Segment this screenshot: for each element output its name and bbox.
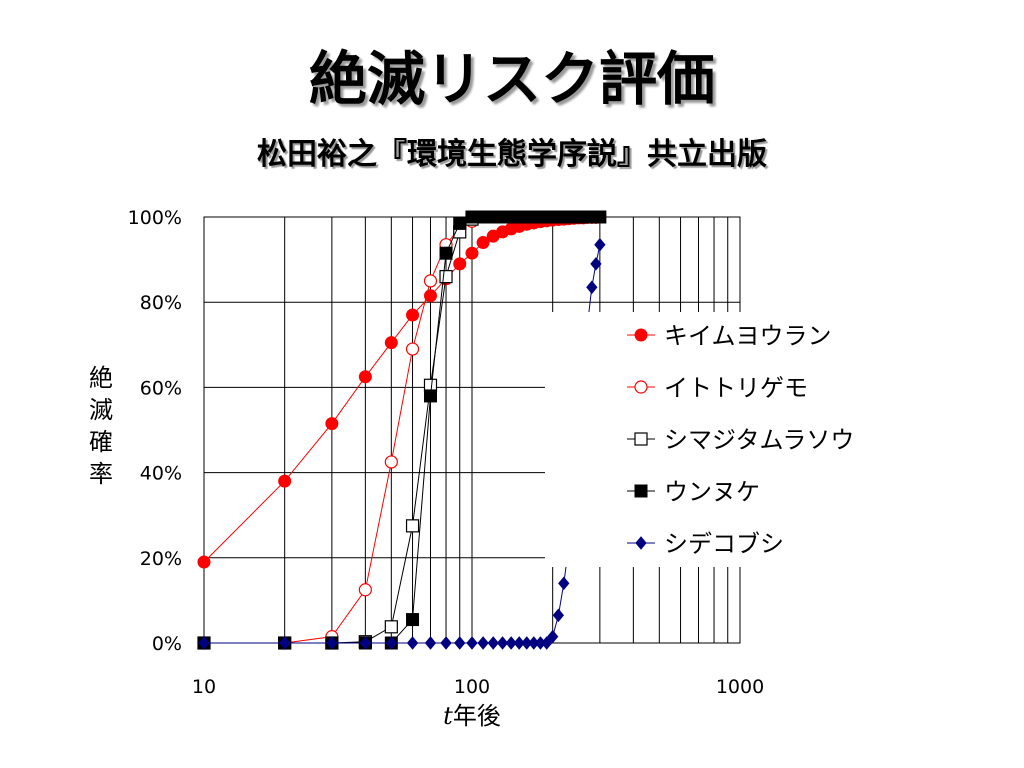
data-point [326, 636, 338, 650]
legend-label: シデコブシ [664, 530, 784, 558]
data-point [547, 629, 559, 644]
tick-labels: 0% 20% 40% 60% 80% 100% 10 100 1000 [128, 207, 765, 698]
legend-box [545, 312, 900, 567]
legend-entry: キイムヨウラン [627, 322, 832, 350]
legend-entry: シマジタムラソウ [627, 426, 854, 454]
legend-marker [634, 380, 648, 394]
data-point [385, 636, 397, 650]
data-point [594, 237, 606, 252]
y-axis-label-char: 確 [89, 428, 113, 456]
legend-marker [635, 536, 647, 550]
data-point [406, 636, 419, 650]
x-axis-label-text: t年後 [443, 702, 501, 730]
y-axis-label-char: 滅 [89, 396, 113, 424]
series-line [204, 244, 601, 644]
data-point [423, 274, 438, 288]
data-point [423, 389, 437, 403]
data-point [198, 636, 210, 650]
data-point [496, 636, 509, 650]
series-line [203, 216, 600, 563]
y-axis-label-char: 率 [89, 460, 113, 488]
slide-subtitle: 松田裕之『環境生態学序説』共立出版 [257, 137, 767, 172]
data-point [477, 636, 489, 650]
data-point [593, 210, 607, 224]
data-point [384, 455, 398, 469]
data-point [384, 620, 398, 634]
data-point [197, 555, 211, 569]
data-point [466, 636, 478, 650]
data-point [454, 636, 466, 650]
data-point [439, 246, 453, 260]
data-point [358, 370, 372, 384]
data-point [406, 613, 420, 627]
data-point [552, 608, 565, 623]
data-point [558, 576, 570, 591]
x-tick-label: 1000 [716, 676, 764, 698]
data-point [453, 216, 467, 230]
data-point [279, 636, 291, 650]
x-tick-label: 100 [454, 676, 490, 698]
data-point [424, 636, 437, 650]
series-1 [197, 210, 607, 569]
data-point [541, 636, 553, 650]
data-point [405, 342, 420, 356]
y-tick-label: 100% [128, 207, 182, 229]
x-tick-label: 10 [192, 676, 216, 698]
data-point [440, 636, 452, 650]
legend-marker [634, 484, 648, 498]
slide-title: 絶滅リスク評価 [308, 45, 715, 113]
data-point [359, 636, 372, 650]
y-tick-label: 20% [140, 548, 182, 570]
legend-marker [634, 432, 648, 446]
series-2 [197, 214, 479, 650]
legend-marker [634, 328, 648, 342]
data-point [406, 308, 420, 322]
data-point [505, 636, 517, 650]
legend-entry: イトトリゲモ [627, 374, 808, 402]
data-point [465, 246, 479, 260]
data-point [325, 417, 339, 431]
y-axis-label-char: 絶 [89, 364, 113, 392]
data-point [590, 257, 602, 271]
data-point [358, 583, 372, 597]
legend-entry: ウンヌケ [627, 478, 760, 506]
series-line [204, 216, 600, 644]
data-point [405, 519, 420, 533]
series-layer [197, 210, 607, 650]
y-tick-label: 80% [140, 292, 182, 314]
data-point [487, 636, 499, 650]
x-axis-label: t年後 [443, 702, 501, 730]
data-point [453, 257, 467, 271]
y-tick-label: 40% [140, 463, 182, 485]
data-point [278, 474, 292, 488]
legend-label: シマジタムラソウ [664, 426, 854, 454]
y-tick-label: 0% [152, 633, 182, 655]
y-tick-label: 60% [140, 377, 182, 399]
series-line [204, 220, 473, 644]
series-5 [198, 237, 606, 650]
data-point [439, 270, 453, 284]
data-point [513, 636, 525, 650]
legend-label: イトトリゲモ [664, 374, 808, 402]
data-point [384, 336, 398, 350]
data-point [586, 280, 598, 295]
data-point [465, 210, 479, 224]
series-4 [197, 210, 607, 650]
legend-label: ウンヌケ [664, 478, 760, 506]
legend-label: キイムヨウラン [664, 322, 832, 350]
data-point [476, 236, 490, 250]
legend-entry: シデコブシ [627, 530, 784, 558]
